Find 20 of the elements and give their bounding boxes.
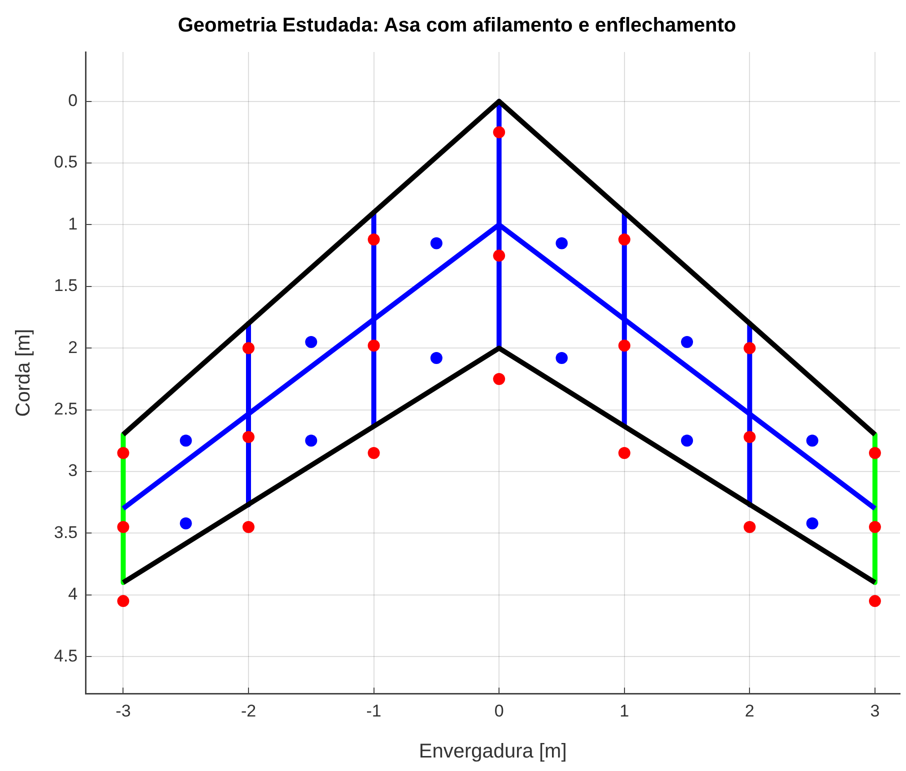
x-tick-label: -1 bbox=[366, 701, 382, 720]
x-tick-label: -2 bbox=[240, 701, 256, 720]
y-tick-label: 2.5 bbox=[54, 400, 78, 419]
y-tick-label: 1 bbox=[68, 214, 78, 234]
x-tick-label: 2 bbox=[744, 701, 754, 720]
y-tick-label: 2 bbox=[68, 338, 78, 357]
y-tick-label: 3 bbox=[68, 461, 78, 480]
x-axis-title: Envergadura [m] bbox=[418, 740, 567, 763]
y-tick-label: 4.5 bbox=[54, 646, 78, 666]
x-tick-label: -3 bbox=[116, 701, 131, 720]
y-tick-label: 3.5 bbox=[54, 522, 78, 542]
x-tick-label: 3 bbox=[870, 701, 880, 720]
y-axis-title: Corda [m] bbox=[12, 328, 35, 417]
y-tick-label: 0.5 bbox=[54, 152, 78, 172]
y-tick-label: 1.5 bbox=[54, 276, 78, 296]
y-tick-label: 4 bbox=[68, 584, 78, 604]
y-tick-label: 0 bbox=[68, 91, 78, 110]
x-tick-label: 1 bbox=[620, 701, 630, 720]
x-tick-label: 0 bbox=[494, 701, 504, 720]
chart-title: Geometria Estudada: Asa com afilamento e enflechamento bbox=[178, 14, 736, 37]
